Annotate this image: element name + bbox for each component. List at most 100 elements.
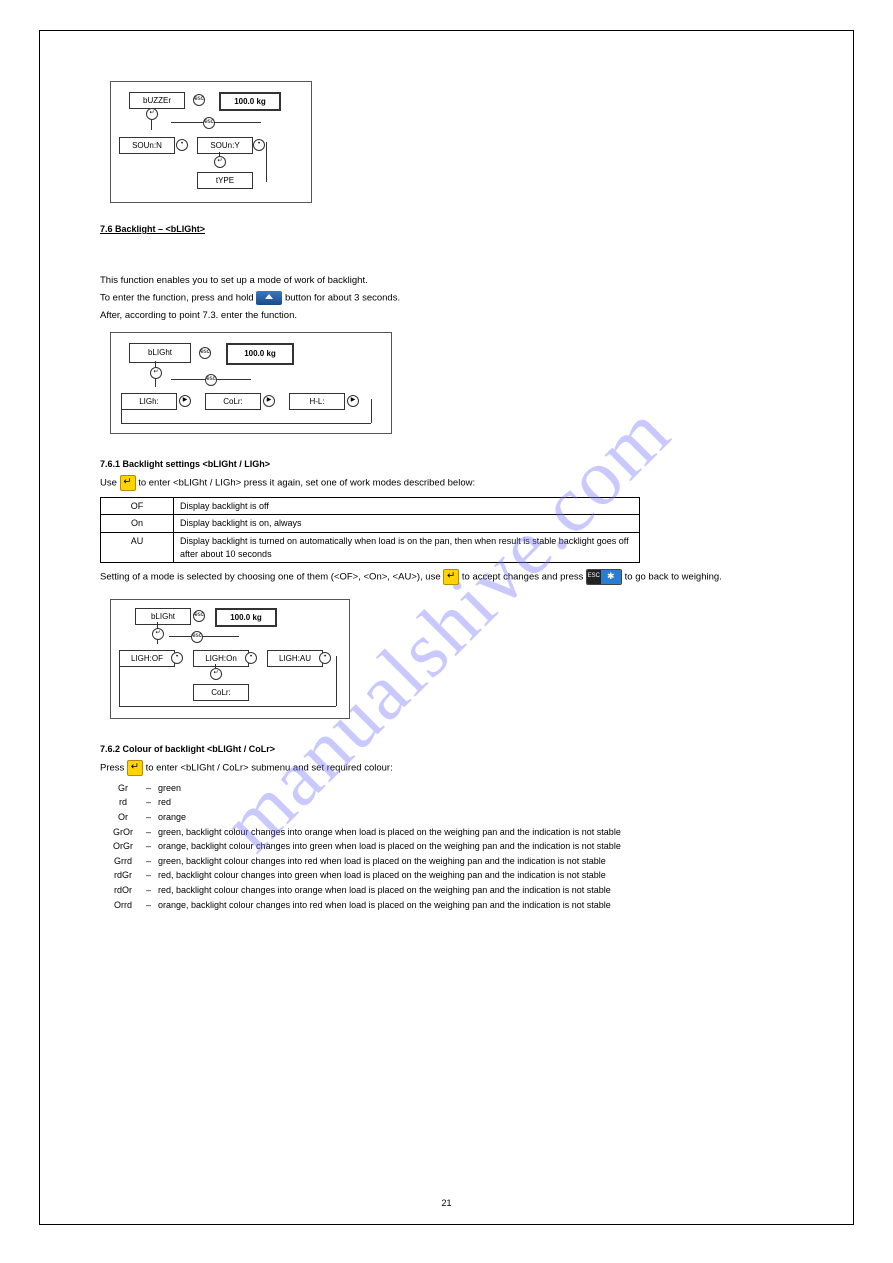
para-intro: This function enables you to set up a mo…	[100, 274, 813, 287]
submenu1-text2: Setting of a mode is selected by choosin…	[100, 569, 813, 585]
colour-desc: orange	[158, 811, 186, 824]
conn-enter-icon: ↵	[150, 367, 162, 379]
para-enter: To enter the function, press and hold bu…	[100, 291, 813, 305]
esc-icon: ESC✱	[586, 569, 622, 585]
cell-desc: Display backlight is turned on automatic…	[174, 532, 640, 562]
cell-desc: Display backlight is off	[174, 497, 640, 515]
colour-desc: orange, backlight colour changes into gr…	[158, 840, 621, 853]
blight-modes-diagram: bLIGht 100.0 kg esc ↵ esc LIGH:OF • LIGH…	[110, 599, 350, 719]
table-row: OnDisplay backlight is on, always	[101, 515, 640, 533]
buzzer-diagram: bUZZEr 100.0 kg esc ↵ SOUn:N • SOUn:Y • …	[110, 81, 312, 203]
node-100kg: 100.0 kg	[226, 343, 294, 365]
conn-dot-icon: •	[171, 652, 183, 664]
colour-code: Or	[100, 811, 146, 824]
text-span: to enter <bLIGht / CoLr> submenu and set…	[146, 762, 393, 773]
dash: –	[146, 899, 158, 912]
modes-table: OFDisplay backlight is off OnDisplay bac…	[100, 497, 640, 563]
dash: –	[146, 855, 158, 868]
conn-right-icon: ▶	[263, 395, 275, 407]
text-span: Use	[100, 477, 120, 488]
cell-label: AU	[101, 532, 174, 562]
colour-row: OrGr–orange, backlight colour changes in…	[100, 840, 813, 853]
submenu2-text: Press to enter <bLIGht / CoLr> submenu a…	[100, 760, 813, 776]
conn-dot-icon: •	[319, 652, 331, 664]
node-lighon: LIGH:On	[193, 650, 249, 667]
enter-icon	[443, 569, 459, 585]
dash: –	[146, 811, 158, 824]
node-buzzer: bUZZEr	[129, 92, 185, 109]
colour-row: Orrd–orange, backlight colour changes in…	[100, 899, 813, 912]
conn-esc-icon: esc	[193, 610, 205, 622]
text-span: To enter the function, press and hold	[100, 292, 256, 303]
text-span: Setting of a mode is selected by choosin…	[100, 572, 443, 583]
enter-icon	[120, 475, 136, 491]
colour-row: GrOr–green, backlight colour changes int…	[100, 826, 813, 839]
conn-dot-icon: •	[245, 652, 257, 664]
colour-row: Gr–green	[100, 782, 813, 795]
enter-icon	[127, 760, 143, 776]
colour-row: rdGr–red, backlight colour changes into …	[100, 869, 813, 882]
page-number: 21	[441, 1197, 451, 1210]
colour-row: Or–orange	[100, 811, 813, 824]
dash: –	[146, 884, 158, 897]
blight-main-diagram: bLIGht 100.0 kg esc ↵ esc LIGh: ▶ CoLr: …	[110, 332, 392, 434]
section-heading: 7.6 Backlight – <bLIGht>	[100, 223, 290, 236]
colour-code: Gr	[100, 782, 146, 795]
node-type: tYPE	[197, 172, 253, 189]
node-blight: bLIGht	[135, 608, 191, 625]
node-colr: CoLr:	[205, 393, 261, 410]
colour-code: rd	[100, 796, 146, 809]
conn-right-icon: ▶	[347, 395, 359, 407]
conn-dot-icon: •	[253, 139, 265, 151]
colour-code: Grrd	[100, 855, 146, 868]
node-100kg: 100.0 kg	[219, 92, 281, 111]
node-100kg: 100.0 kg	[215, 608, 277, 627]
cell-desc: Display backlight is on, always	[174, 515, 640, 533]
conn-esc-icon: esc	[199, 347, 211, 359]
conn-enter-icon: ↵	[210, 668, 222, 680]
conn-enter-icon: ↵	[146, 108, 158, 120]
colour-code: GrOr	[100, 826, 146, 839]
node-sounn: SOUn:N	[119, 137, 175, 154]
text-span: to go back to weighing.	[625, 572, 722, 583]
text-span: Press	[100, 762, 127, 773]
cell-label: On	[101, 515, 174, 533]
submenu1-text: Use to enter <bLIGht / LIGh> press it ag…	[100, 475, 813, 491]
colour-desc: green, backlight colour changes into ora…	[158, 826, 621, 839]
conn-dot-icon: •	[176, 139, 188, 151]
table-row: AUDisplay backlight is turned on automat…	[101, 532, 640, 562]
text-span: to accept changes and press	[462, 572, 586, 583]
text-span: to enter <bLIGht / LIGh> press it again,…	[138, 477, 475, 488]
node-colr: CoLr:	[193, 684, 249, 701]
dash: –	[146, 796, 158, 809]
colour-row: rdOr–red, backlight colour changes into …	[100, 884, 813, 897]
colour-desc: orange, backlight colour changes into re…	[158, 899, 611, 912]
document-page: manualshive.com bUZZEr 100.0 kg esc ↵ SO…	[39, 30, 854, 1225]
node-hl: H-L:	[289, 393, 345, 410]
conn-right-icon: ▶	[179, 395, 191, 407]
colour-desc: red, backlight colour changes into green…	[158, 869, 606, 882]
dash: –	[146, 782, 158, 795]
dash: –	[146, 840, 158, 853]
colour-desc: red, backlight colour changes into orang…	[158, 884, 611, 897]
node-blight: bLIGht	[129, 343, 191, 363]
colour-desc: green	[158, 782, 181, 795]
colour-code: Orrd	[100, 899, 146, 912]
text-span: button for about 3 seconds.	[285, 292, 400, 303]
cell-label: OF	[101, 497, 174, 515]
dash: –	[146, 826, 158, 839]
conn-enter-icon: ↵	[152, 628, 164, 640]
conn-enter-icon: ↵	[214, 156, 226, 168]
node-ligh: LIGh:	[121, 393, 177, 410]
conn-esc-icon: esc	[193, 94, 205, 106]
conn-esc-icon: esc	[191, 631, 203, 643]
dash: –	[146, 869, 158, 882]
colour-row: rd–red	[100, 796, 813, 809]
conn-esc-icon: esc	[203, 117, 215, 129]
colour-desc: green, backlight colour changes into red…	[158, 855, 606, 868]
colours-list: Gr–greenrd–redOr–orangeGrOr–green, backl…	[100, 782, 813, 911]
colour-desc: red	[158, 796, 171, 809]
node-lighau: LIGH:AU	[267, 650, 323, 667]
para-after: After, according to point 7.3. enter the…	[100, 309, 813, 322]
print-up-icon	[256, 291, 282, 305]
